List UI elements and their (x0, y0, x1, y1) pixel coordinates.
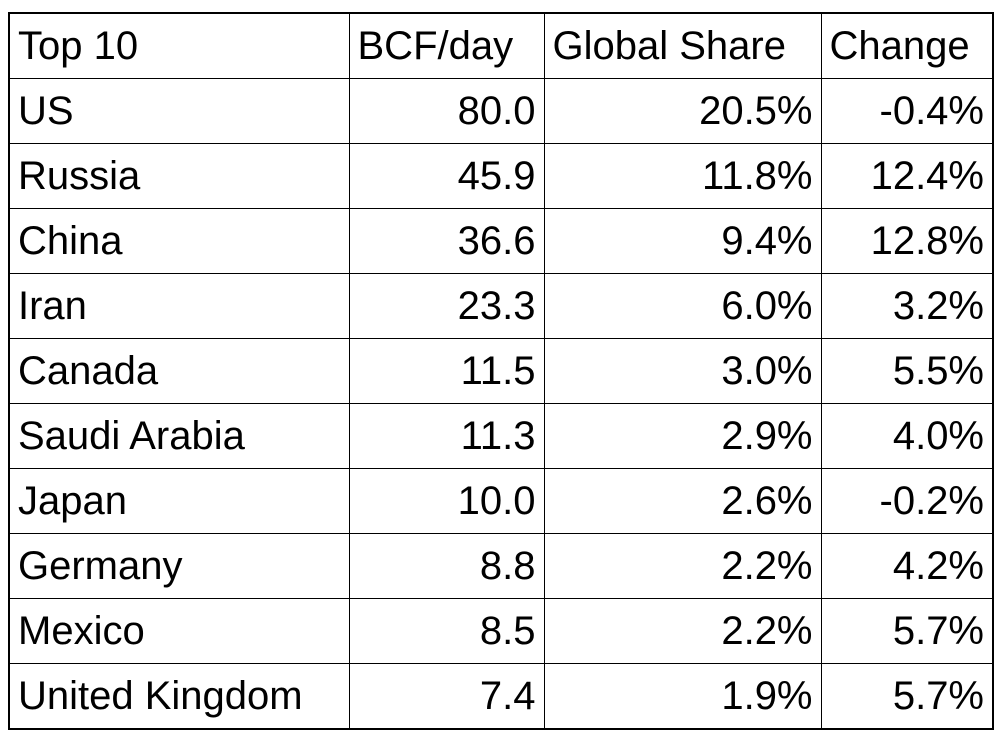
value-cell: 80.0 (348, 78, 545, 144)
header-cell: BCF/day (348, 12, 545, 79)
data-row: Germany 8.8 2.2% 4.2% (8, 533, 994, 599)
value-cell: 9.4% (543, 208, 822, 274)
value-cell: 5.5% (820, 338, 994, 404)
value-cell: 4.0% (820, 403, 994, 469)
value-cell: 12.8% (820, 208, 994, 274)
value-cell: 2.9% (543, 403, 822, 469)
value-cell: -0.4% (820, 78, 994, 144)
value-cell: 11.8% (543, 143, 822, 209)
country-cell: United Kingdom (8, 663, 350, 730)
country-cell: Russia (8, 143, 350, 209)
country-cell: Japan (8, 468, 350, 534)
country-cell: Germany (8, 533, 350, 599)
value-cell: 45.9 (348, 143, 545, 209)
value-cell: 11.3 (348, 403, 545, 469)
data-row: Iran 23.3 6.0% 3.2% (8, 273, 994, 339)
value-cell: 6.0% (543, 273, 822, 339)
value-cell: 10.0 (348, 468, 545, 534)
header-cell: Change (820, 12, 994, 79)
data-row: United Kingdom 7.4 1.9% 5.7% (8, 663, 994, 730)
country-cell: Mexico (8, 598, 350, 664)
header-cell: Global Share (543, 12, 822, 79)
country-cell: US (8, 78, 350, 144)
value-cell: 4.2% (820, 533, 994, 599)
value-cell: 2.2% (543, 598, 822, 664)
value-cell: 11.5 (348, 338, 545, 404)
value-cell: 8.8 (348, 533, 545, 599)
header-row: Top 10 BCF/day Global Share Change (8, 12, 994, 79)
value-cell: 5.7% (820, 663, 994, 730)
value-cell: 20.5% (543, 78, 822, 144)
data-row: US 80.0 20.5% -0.4% (8, 78, 994, 144)
data-row: Saudi Arabia 11.3 2.9% 4.0% (8, 403, 994, 469)
data-row: Canada 11.5 3.0% 5.5% (8, 338, 994, 404)
data-row: Japan 10.0 2.6% -0.2% (8, 468, 994, 534)
value-cell: 8.5 (348, 598, 545, 664)
data-row: Mexico 8.5 2.2% 5.7% (8, 598, 994, 664)
value-cell: 1.9% (543, 663, 822, 730)
data-row: China 36.6 9.4% 12.8% (8, 208, 994, 274)
data-table: Top 10 BCF/day Global Share Change US 80.0 20.… (8, 12, 994, 730)
value-cell: 5.7% (820, 598, 994, 664)
country-cell: Canada (8, 338, 350, 404)
value-cell: -0.2% (820, 468, 994, 534)
value-cell: 23.3 (348, 273, 545, 339)
value-cell: 3.2% (820, 273, 994, 339)
value-cell: 7.4 (348, 663, 545, 730)
data-row: Russia 45.9 11.8% 12.4% (8, 143, 994, 209)
country-cell: Saudi Arabia (8, 403, 350, 469)
country-cell: Iran (8, 273, 350, 339)
value-cell: 2.6% (543, 468, 822, 534)
value-cell: 3.0% (543, 338, 822, 404)
value-cell: 2.2% (543, 533, 822, 599)
value-cell: 36.6 (348, 208, 545, 274)
country-cell: China (8, 208, 350, 274)
header-cell: Top 10 (8, 12, 350, 79)
table-wrapper: Top 10 BCF/day Global Share Change US 80.0 20.… (8, 12, 994, 730)
value-cell: 12.4% (820, 143, 994, 209)
